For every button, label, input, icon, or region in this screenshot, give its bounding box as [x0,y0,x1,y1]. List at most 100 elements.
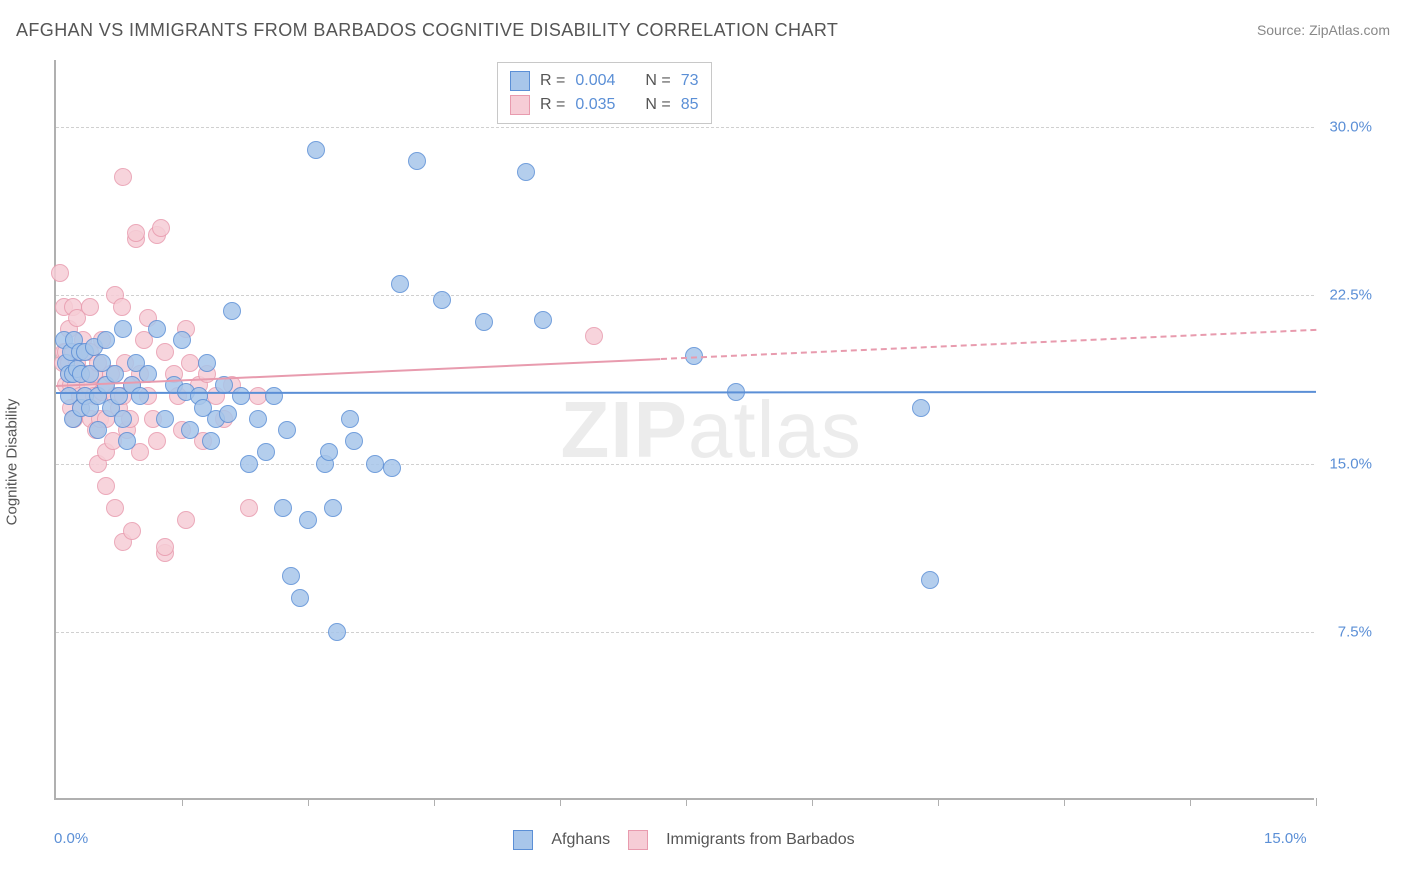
scatter-point [89,421,107,439]
scatter-point [97,477,115,495]
chart-title: AFGHAN VS IMMIGRANTS FROM BARBADOS COGNI… [16,20,838,40]
scatter-point [148,432,166,450]
scatter-point [328,623,346,641]
scatter-point [81,298,99,316]
legend-swatch [513,830,533,850]
scatter-point [123,522,141,540]
scatter-point [265,387,283,405]
legend-series-label: Afghans [551,831,610,849]
legend-stats-row: R = 0.004 N = 73 [510,69,699,93]
legend-swatch [628,830,648,850]
y-tick-label: 22.5% [1329,287,1372,304]
scatter-point [131,387,149,405]
legend-r-label: R = [540,69,565,93]
gridline-h [56,295,1314,296]
scatter-point [517,163,535,181]
scatter-point [585,327,603,345]
scatter-point [278,421,296,439]
x-tick [812,798,813,806]
legend-r-label: R = [540,93,565,117]
legend-swatch [510,95,530,115]
legend-swatch [510,71,530,91]
scatter-point [391,275,409,293]
scatter-point [408,152,426,170]
y-tick-label: 15.0% [1329,455,1372,472]
legend-n-label: N = [645,69,670,93]
scatter-point [152,219,170,237]
legend-n-label: N = [645,93,670,117]
scatter-point [249,387,267,405]
scatter-point [232,387,250,405]
x-tick [308,798,309,806]
scatter-point [291,589,309,607]
scatter-point [383,459,401,477]
gridline-h [56,632,1314,633]
y-tick-label: 30.0% [1329,119,1372,136]
scatter-point [202,432,220,450]
legend-series: Afghans Immigrants from Barbados [54,830,1314,850]
legend-n-value: 85 [681,93,699,117]
scatter-point [307,141,325,159]
trend-line [661,329,1316,360]
x-tick [1064,798,1065,806]
legend-stats-row: R = 0.035 N = 85 [510,93,699,117]
scatter-point [257,443,275,461]
y-axis-label: Cognitive Disability [4,399,21,526]
y-tick-label: 7.5% [1338,623,1372,640]
scatter-point [156,538,174,556]
scatter-point [156,410,174,428]
scatter-point [366,455,384,473]
watermark-thin: atlas [688,385,862,474]
scatter-point [97,331,115,349]
scatter-point [475,313,493,331]
scatter-point [534,311,552,329]
scatter-point [113,298,131,316]
scatter-point [345,432,363,450]
scatter-point [148,320,166,338]
x-tick [560,798,561,806]
legend-r-value: 0.035 [575,93,615,117]
legend-r-value: 0.004 [575,69,615,93]
scatter-point [51,264,69,282]
scatter-point [106,365,124,383]
scatter-point [324,499,342,517]
scatter-point [118,432,136,450]
scatter-point [114,410,132,428]
scatter-point [341,410,359,428]
scatter-point [433,291,451,309]
trend-line [56,391,1316,394]
x-tick [434,798,435,806]
scatter-point [177,511,195,529]
scatter-point [114,168,132,186]
scatter-point [223,302,241,320]
scatter-point [240,455,258,473]
scatter-point [921,571,939,589]
scatter-point [106,499,124,517]
scatter-point [173,331,191,349]
legend-series-label: Immigrants from Barbados [666,831,855,849]
scatter-point [198,354,216,372]
gridline-h [56,127,1314,128]
x-tick [938,798,939,806]
x-tick [1316,798,1317,806]
source-label: Source: ZipAtlas.com [1257,22,1390,38]
chart-container: Cognitive Disability ZIPatlas R =0.004N … [16,52,1390,872]
scatter-point [912,399,930,417]
scatter-point [320,443,338,461]
legend-stats: R = 0.004 N = 73 R = 0.035 N = 85 [497,62,712,124]
scatter-point [181,354,199,372]
scatter-point [282,567,300,585]
scatter-point [181,421,199,439]
x-tick [182,798,183,806]
scatter-point [156,343,174,361]
watermark-bold: ZIP [560,385,687,474]
scatter-point [249,410,267,428]
plot-area: ZIPatlas R =0.004N =73R =0.035N =85 7.5%… [54,60,1314,800]
scatter-point [299,511,317,529]
watermark: ZIPatlas [560,384,861,476]
legend-n-value: 73 [681,69,699,93]
x-tick [1190,798,1191,806]
scatter-point [127,224,145,242]
scatter-point [274,499,292,517]
scatter-point [114,320,132,338]
